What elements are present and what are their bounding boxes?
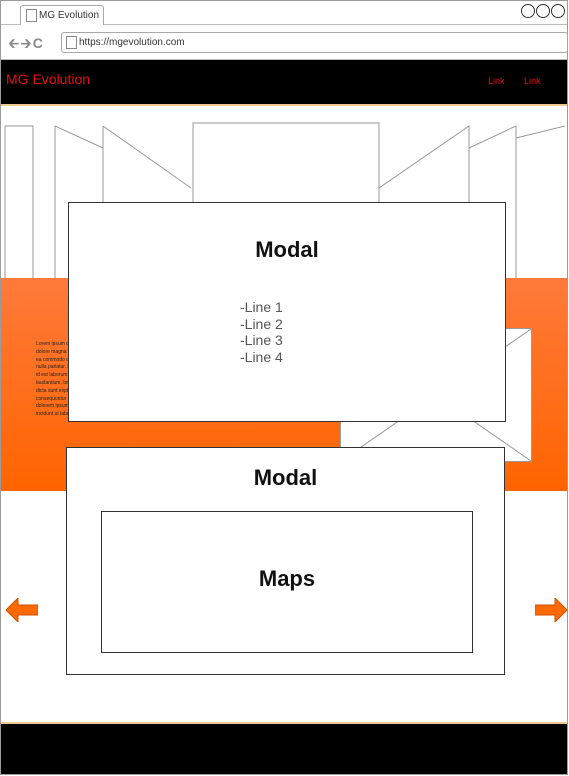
forward-arrow-icon[interactable]: 🡲	[20, 35, 33, 51]
page-icon	[66, 36, 77, 49]
minimize-button[interactable]	[521, 4, 535, 18]
right-arrow-icon[interactable]	[534, 596, 568, 624]
modal-title: Modal	[253, 465, 318, 490]
list-item: -Line 2	[240, 315, 283, 332]
page-icon	[26, 9, 37, 22]
nav-link-2[interactable]: Link	[524, 76, 541, 86]
window-controls	[520, 4, 565, 18]
list-item: -Line 1	[240, 299, 283, 315]
modal-map[interactable]: Modal Maps	[66, 447, 505, 675]
url-text: https://mgevolution.com	[79, 37, 185, 48]
modal-list[interactable]: Modal -Line 1 -Line 2 -Line 3 -Line 4	[68, 202, 506, 422]
modal-title: Modal	[255, 237, 319, 262]
browser-tab[interactable]: MG Evolution	[20, 5, 104, 25]
close-button[interactable]	[551, 4, 565, 18]
footer-divider	[1, 722, 567, 724]
map-label: Maps	[258, 566, 316, 591]
modal-line-list: -Line 1 -Line 2 -Line 3 -Line 4	[240, 299, 283, 365]
tab-bar: MG Evolution	[1, 1, 567, 25]
url-input[interactable]: https://mgevolution.com	[61, 32, 568, 53]
back-arrow-icon[interactable]: 🡰	[8, 35, 21, 51]
map-panel[interactable]: Maps	[101, 511, 473, 653]
nav-link-1[interactable]: Link	[488, 76, 505, 86]
left-arrow-icon[interactable]	[5, 596, 39, 624]
nav-buttons: 🡰🡲C	[8, 33, 44, 57]
site-header: MG Evolution Link Link	[1, 60, 567, 104]
list-item: -Line 3	[240, 332, 283, 348]
brand-logo[interactable]: MG Evolution	[6, 71, 91, 87]
maximize-button[interactable]	[536, 4, 550, 18]
header-divider	[1, 104, 567, 106]
list-item: -Line 4	[240, 348, 283, 365]
tab-title: MG Evolution	[39, 10, 100, 21]
reload-icon[interactable]: C	[32, 35, 44, 51]
site-footer	[1, 724, 567, 774]
address-bar-row: 🡰🡲C https://mgevolution.com	[1, 25, 568, 60]
